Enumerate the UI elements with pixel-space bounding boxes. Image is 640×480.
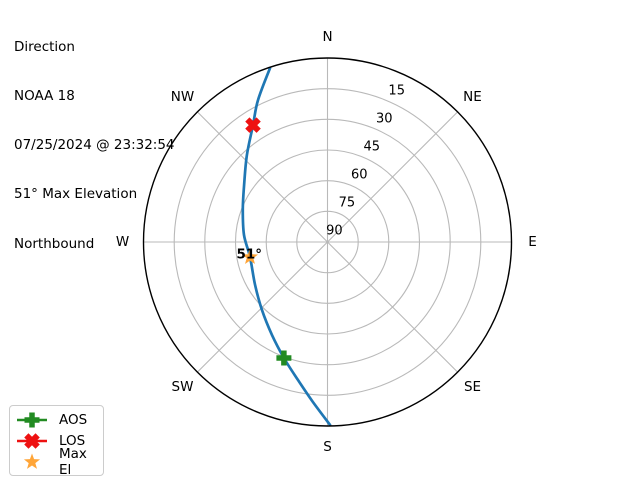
- elevation-tick-label-60: 60: [351, 168, 368, 183]
- legend-item-label: Max El: [59, 445, 87, 478]
- pass-info-direction: Northbound: [14, 235, 95, 252]
- x-icon: [17, 432, 47, 449]
- elevation-tick-label-45: 45: [364, 140, 381, 155]
- max-el-marker: [241, 248, 259, 264]
- compass-label-SE: SE: [464, 379, 481, 395]
- pass-info-max-elevation: 51° Max Elevation: [14, 186, 138, 203]
- los-marker: [245, 117, 261, 133]
- compass-spoke-SW: [197, 241, 328, 373]
- legend-item-label: LOS: [59, 432, 86, 449]
- compass-label-NE: NE: [463, 89, 482, 105]
- elevation-tick-label-90: 90: [326, 224, 343, 239]
- aos-marker: [276, 350, 292, 366]
- legend-item-max-el: Max El: [14, 446, 99, 478]
- compass-label-SW: SW: [172, 379, 194, 395]
- compass-label-E: E: [528, 234, 537, 250]
- compass-label-N: N: [322, 29, 332, 45]
- elevation-tick-label-30: 30: [376, 112, 393, 127]
- legend-item-aos: AOS: [14, 409, 99, 430]
- plus-icon: [17, 412, 47, 427]
- max-elevation-annotation: 51°: [236, 247, 262, 263]
- compass-spoke-NE: [327, 111, 458, 243]
- star-icon: [23, 453, 41, 469]
- legend-marker-shape: [24, 412, 40, 427]
- pass-info-satellite: NOAA 18: [14, 88, 75, 105]
- pass-info-header: Direction NOAA 18 07/25/2024 @ 23:32:54 …: [14, 6, 175, 285]
- compass-spoke-NW: [197, 111, 328, 243]
- elevation-tick-label-75: 75: [339, 196, 356, 211]
- compass-spoke-SE: [327, 241, 458, 373]
- pass-info-timestamp: 07/25/2024 @ 23:32:54: [14, 137, 175, 154]
- legend-item-los: LOS: [14, 430, 99, 451]
- legend-item-label: AOS: [59, 411, 88, 428]
- legend: AOS LOS Max El: [9, 405, 104, 478]
- legend-marker-shape: [23, 453, 41, 469]
- compass-label-NW: NW: [171, 89, 194, 105]
- compass-label-S: S: [323, 439, 332, 455]
- compass-label-W: W: [116, 234, 129, 250]
- elevation-tick-label-15: 15: [388, 84, 405, 99]
- legend-marker-shape: [24, 432, 40, 449]
- pass-info-title: Direction: [14, 38, 75, 55]
- horizon-circle: [142, 57, 513, 427]
